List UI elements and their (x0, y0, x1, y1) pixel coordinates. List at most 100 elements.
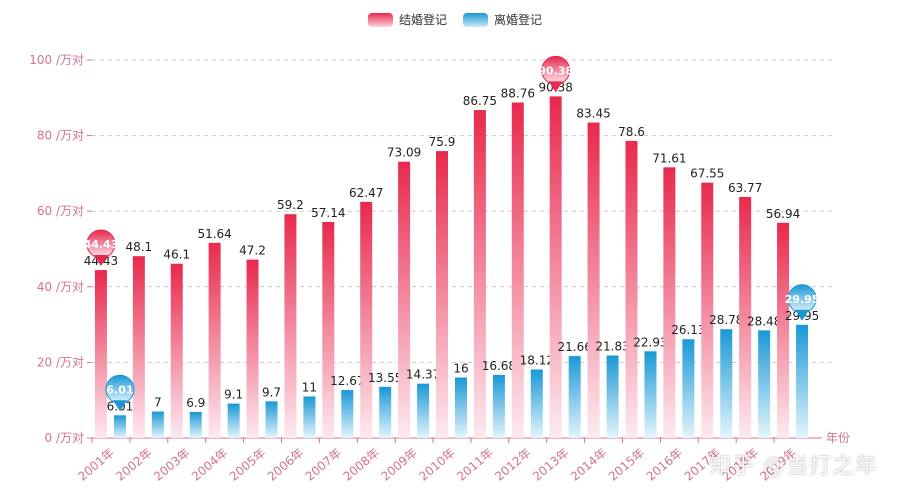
marriage-max-marker-label: 90.38 (538, 64, 573, 77)
divorce-min-marker-pin (112, 400, 127, 412)
marriage-bar (511, 102, 524, 439)
marriage-value-label: 46.1 (163, 248, 190, 262)
divorce-value-label: 11 (302, 380, 317, 394)
divorce-bar (113, 415, 126, 438)
divorce-value-label: 7 (154, 396, 162, 410)
marriage-value-label: 71.61 (652, 151, 686, 165)
divorce-value-label: 9.7 (262, 385, 281, 399)
marriage-bar (663, 167, 676, 438)
x-axis-title: 年份 (826, 431, 850, 445)
divorce-value-label: 14.37 (406, 368, 440, 382)
divorce-bar (720, 329, 733, 438)
divorce-value-label: 16 (453, 362, 468, 376)
divorce-bar (379, 386, 392, 438)
marriage-bar (587, 122, 600, 439)
divorce-bar (492, 374, 505, 438)
marriage-value-label: 83.45 (576, 107, 610, 121)
marriage-value-label: 86.75 (463, 94, 497, 108)
divorce-bar (530, 369, 543, 438)
x-tick-label: 2004年 (189, 446, 231, 484)
watermark: 知乎 @当打之年 (709, 454, 878, 479)
marriage-value-label: 56.94 (766, 207, 800, 221)
y-tick-label: 60 /万对 (37, 204, 84, 218)
divorce-value-label: 21.66 (558, 340, 592, 354)
x-tick-label: 2014年 (568, 446, 610, 484)
marriage-bar (701, 182, 714, 438)
marriage-bar (777, 222, 790, 438)
divorce-min-marker-label: 6.01 (106, 383, 133, 396)
x-tick-label: 2010年 (416, 446, 458, 484)
legend-label-divorce: 离婚登记 (494, 13, 543, 27)
marriage-value-label: 88.76 (501, 86, 535, 100)
marriage-value-label: 51.64 (197, 227, 231, 241)
divorce-bar (644, 351, 657, 438)
x-tick-label: 2009年 (378, 446, 420, 484)
marriage-bar (398, 161, 411, 439)
marriage-bar (246, 259, 259, 438)
divorce-bar (265, 401, 278, 438)
divorce-bar (758, 330, 771, 438)
divorce-bar (303, 396, 316, 438)
divorce-value-label: 22.93 (633, 335, 667, 349)
legend-item-divorce[interactable]: 离婚登记 (463, 11, 542, 28)
x-tick-label: 2008年 (341, 446, 383, 484)
marriage-value-label: 48.1 (125, 240, 152, 254)
marriage-value-label: 62.47 (349, 186, 383, 200)
marriage-value-label: 47.2 (239, 244, 266, 258)
marriage-bar (549, 96, 562, 439)
marriage-min-marker-label: 44.43 (84, 238, 119, 251)
marriage-value-label: 78.6 (618, 125, 645, 139)
divorce-max-marker-label: 29.95 (785, 293, 820, 306)
divorce-bar (151, 411, 164, 438)
divorce-value-label: 12.67 (330, 374, 364, 388)
divorce-bar (796, 324, 809, 438)
marriage-bar (94, 270, 107, 438)
marriage-bar (473, 110, 486, 439)
legend-swatch-marriage (368, 12, 393, 27)
marriage-bar (170, 263, 183, 438)
legend-item-marriage[interactable]: 结婚登记 (368, 11, 447, 28)
marriage-bar (436, 151, 448, 438)
x-tick-label: 2011年 (454, 446, 496, 484)
divorce-value-label: 9.1 (224, 388, 243, 402)
chart-legend: 结婚登记 离婚登记 (368, 11, 542, 28)
x-tick-label: 2001年 (75, 446, 117, 484)
divorce-value-label: 6.9 (186, 396, 205, 410)
x-tick-label: 2012年 (492, 446, 534, 484)
y-tick-label: 0 /万对 (45, 431, 85, 445)
marriage-value-label: 73.09 (387, 146, 421, 160)
divorce-value-label: 13.55 (368, 371, 402, 385)
divorce-value-label: 18.12 (520, 354, 554, 368)
divorce-value-label: 21.83 (595, 339, 629, 353)
marriage-bar (322, 222, 335, 438)
marriage-min-marker-pin (93, 255, 108, 267)
divorce-bar (568, 356, 581, 438)
marriage-value-label: 63.77 (728, 181, 762, 195)
divorce-bar (682, 339, 695, 438)
x-tick-label: 2005年 (227, 446, 269, 484)
marriage-bar (132, 256, 145, 438)
marriage-bar (739, 196, 752, 438)
divorce-bar (189, 411, 202, 438)
marriage-bar (625, 140, 638, 438)
divorce-value-label: 16.68 (482, 359, 516, 373)
y-tick-label: 40 /万对 (37, 280, 84, 294)
marriage-max-marker-pin (548, 81, 563, 93)
divorce-value-label: 26.13 (671, 323, 705, 337)
divorce-bar (341, 390, 354, 438)
divorce-bar (227, 403, 240, 438)
x-tick-label: 2007年 (303, 446, 345, 484)
divorce-value-label: 28.48 (747, 314, 781, 328)
marriage-value-label: 75.9 (429, 135, 456, 149)
divorce-bar (455, 377, 467, 438)
marriage-bar (208, 242, 221, 438)
y-tick-label: 100 /万对 (29, 53, 84, 67)
x-tick-label: 2015年 (606, 446, 648, 484)
marriage-value-label: 67.55 (690, 167, 724, 181)
marriage-value-label: 57.14 (311, 206, 345, 220)
divorce-bar (606, 355, 619, 438)
divorce-value-label: 28.78 (709, 313, 743, 327)
legend-label-marriage: 结婚登记 (399, 13, 448, 27)
x-tick-label: 2006年 (265, 446, 307, 484)
